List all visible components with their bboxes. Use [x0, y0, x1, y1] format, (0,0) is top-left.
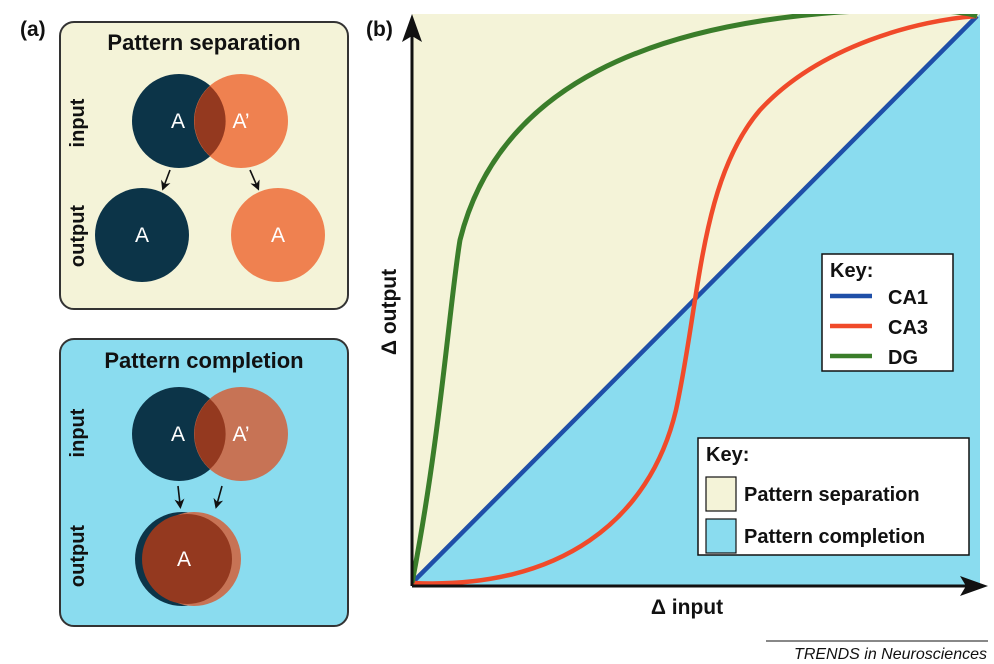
- legend-swatch-pattern-completion: [705, 518, 737, 554]
- dg-curve: [412, 14, 978, 584]
- y-axis-arrowhead: [402, 14, 422, 42]
- regions-key-title: Key:: [706, 444, 749, 466]
- completion-output-circle-core: [142, 514, 232, 604]
- separation-input-label-a: A: [171, 110, 185, 133]
- x-axis-arrowhead: [960, 576, 988, 596]
- ca3-curve: [412, 14, 978, 586]
- completion-output-label: A: [177, 548, 191, 571]
- legend-label-pattern-completion: Pattern completion: [744, 526, 925, 548]
- legend-label-ca3: CA3: [888, 317, 928, 339]
- regions-key-box: [697, 437, 970, 556]
- completion-title: Pattern completion: [104, 348, 303, 373]
- graph-panel: Δ input Δ output Key: CA1 CA3 DG Key: Pa…: [378, 14, 988, 619]
- pattern-completion-panel: Pattern completion input output A A’ A: [59, 338, 349, 627]
- lines-key-title: Key:: [830, 260, 873, 282]
- separation-output-circle-a: [95, 188, 189, 282]
- legend-swatch-pattern-separation: [705, 476, 737, 512]
- legend-label-dg: DG: [888, 347, 918, 369]
- panel-b-label: (b): [366, 18, 393, 41]
- separation-output-label-left: A: [135, 224, 149, 247]
- separation-input-label-a-prime: A’: [232, 110, 249, 133]
- separation-input-label: input: [67, 98, 89, 147]
- legend-label-ca1: CA1: [888, 287, 928, 309]
- lines-key: Key: CA1 CA3 DG: [821, 253, 954, 372]
- separation-arrow-left: [161, 169, 171, 191]
- completion-input-label-a: A: [171, 423, 185, 446]
- completion-output-label: output: [67, 525, 89, 588]
- lines-key-box: [821, 253, 954, 372]
- separation-output-circle-a2: [231, 188, 325, 282]
- completion-input-label-a-prime: A’: [232, 423, 249, 446]
- separation-arrow-right: [249, 169, 260, 191]
- separation-input-overlap: [194, 86, 226, 156]
- y-axis-label: Δ output: [378, 269, 401, 355]
- x-axis-label: Δ input: [651, 596, 723, 619]
- completion-input-overlap: [194, 399, 226, 469]
- completion-arrow-right: [213, 485, 224, 509]
- regions-key: Key: Pattern separation Pattern completi…: [697, 437, 970, 556]
- separation-output-label-right: A: [271, 224, 285, 247]
- pattern-separation-panel: Pattern separation input output A A’ A A: [59, 21, 349, 310]
- credit-text: TRENDS in Neurosciences: [794, 646, 987, 663]
- legend-label-pattern-separation: Pattern separation: [744, 484, 920, 506]
- completion-arrow-left: [174, 485, 185, 509]
- separation-title: Pattern separation: [107, 30, 300, 55]
- completion-input-label: input: [67, 408, 89, 457]
- panel-a-label: (a): [20, 18, 46, 41]
- separation-output-label: output: [67, 205, 89, 268]
